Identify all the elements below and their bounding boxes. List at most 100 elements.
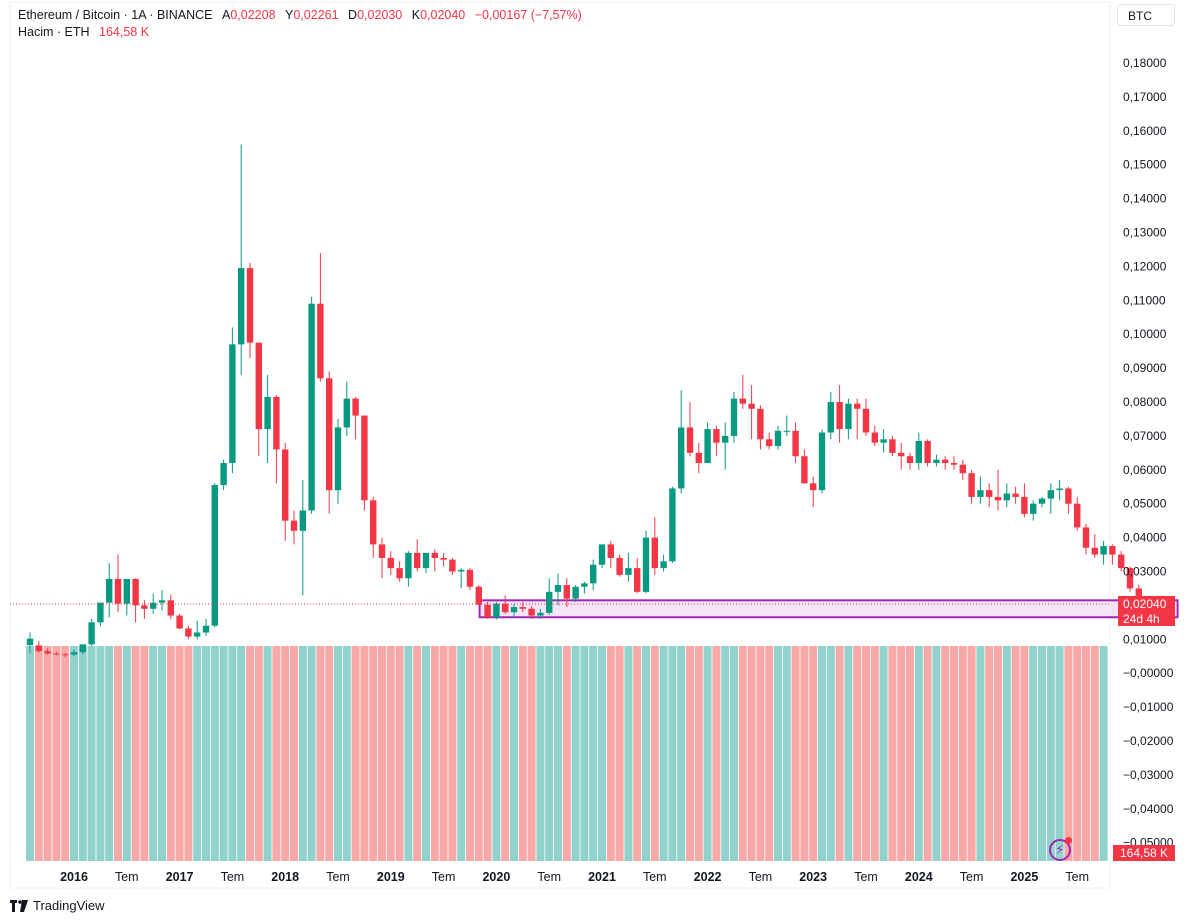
volume-bar <box>950 646 958 861</box>
volume-bar <box>659 646 668 861</box>
support-zone-rect[interactable] <box>478 599 1179 619</box>
volume-bar <box>1011 646 1020 861</box>
volume-bar <box>1046 646 1055 861</box>
support-zone[interactable] <box>478 599 1179 619</box>
volume-bar <box>967 646 976 861</box>
volume-bar <box>923 646 932 861</box>
candle <box>836 385 843 443</box>
time-axis-tick: 2021 <box>588 870 616 884</box>
candle <box>158 590 166 611</box>
candle-body <box>1047 490 1054 499</box>
candle-body <box>343 398 350 428</box>
volume-bar <box>730 646 738 861</box>
time-axis-tick: 2020 <box>482 870 510 884</box>
price-axis-tick: 0,15000 <box>1123 158 1167 172</box>
candle-body <box>906 456 914 464</box>
candle-body <box>845 403 852 430</box>
volume-bar <box>994 646 1002 861</box>
candle <box>282 442 289 541</box>
currency-button[interactable]: BTC <box>1117 4 1175 26</box>
candle-body <box>1091 547 1098 555</box>
volume-bar <box>70 646 78 861</box>
candle <box>141 600 148 619</box>
volume-bar <box>853 646 862 861</box>
volume-bar <box>254 646 263 861</box>
candle-body <box>898 452 905 457</box>
volume-bar <box>351 646 360 861</box>
price-axis-tick: 0,01000 <box>1123 632 1167 646</box>
candle-body <box>334 427 342 491</box>
candle <box>906 452 914 470</box>
price-axis-tick: 0,07000 <box>1123 429 1167 443</box>
volume-bar <box>34 646 43 861</box>
candle <box>616 554 623 577</box>
volume-bar <box>342 646 351 861</box>
volume-bar <box>879 646 888 861</box>
price-axis[interactable]: 0,18000 0,17000 0,16000 0,15000 0,14000 0,130… <box>1123 56 1174 850</box>
candle-body <box>405 552 412 579</box>
candle <box>537 608 544 619</box>
volume-bar <box>140 646 149 861</box>
candle-body <box>950 463 958 465</box>
volume-bar <box>642 646 650 861</box>
volume-bar <box>1073 646 1082 861</box>
volume-bar <box>870 646 879 861</box>
volume-bar <box>96 646 105 861</box>
time-axis-tick: 2019 <box>377 870 405 884</box>
candle <box>334 418 342 504</box>
candle <box>854 398 861 440</box>
candle <box>387 551 394 575</box>
candle <box>370 496 377 558</box>
candle <box>1021 483 1028 518</box>
candle-body <box>1109 546 1116 555</box>
candle-body <box>26 638 34 646</box>
volume-bar <box>52 646 61 861</box>
volume-bar <box>193 646 202 861</box>
time-axis[interactable]: 2016 Tem 2017 Tem 2018 Tem 2019 Tem 2020 Tem 2021 T… <box>60 870 1089 884</box>
candle-body <box>176 615 183 629</box>
candle <box>132 578 139 623</box>
volume-bar <box>78 646 87 861</box>
candle-body <box>202 625 210 633</box>
candle <box>1038 496 1046 508</box>
candle-body <box>607 544 614 558</box>
time-axis-tick: 2023 <box>799 870 827 884</box>
candle-body <box>792 430 799 457</box>
candle <box>642 530 650 594</box>
volume-bar <box>175 646 184 861</box>
volume-bar <box>316 646 325 861</box>
volume-label[interactable]: Hacim · ETH <box>18 25 90 39</box>
volume-bar <box>272 646 281 861</box>
open-value: 0,02208 <box>230 8 276 22</box>
candle <box>581 581 588 594</box>
candle <box>660 554 667 572</box>
candle <box>862 398 870 436</box>
symbol-title[interactable]: Ethereum / Bitcoin · 1A · BINANCE <box>18 8 213 22</box>
candle <box>352 396 359 440</box>
candle <box>774 425 782 450</box>
volume-bar <box>228 646 237 861</box>
candle <box>1082 524 1090 555</box>
volume-bar <box>448 646 457 861</box>
lightning-icon[interactable]: ⚡ <box>1049 839 1071 861</box>
candle <box>422 552 430 574</box>
volume-bar <box>360 646 369 861</box>
candle-body <box>431 552 438 558</box>
candle <box>458 568 465 589</box>
volume-bar <box>395 646 404 861</box>
volume-bar <box>791 646 800 861</box>
candle <box>959 459 966 480</box>
volume-bar <box>281 646 290 861</box>
volume-bar <box>712 646 721 861</box>
candle <box>185 625 192 640</box>
candle-body <box>1030 503 1037 514</box>
candle-body <box>915 440 922 464</box>
candle-body <box>317 303 324 379</box>
volume-bar <box>765 646 774 861</box>
time-axis-tick: 2024 <box>905 870 933 884</box>
volume-bar <box>694 646 703 861</box>
candle-body <box>440 557 447 560</box>
tradingview-brand[interactable]: TradingView <box>10 898 105 913</box>
volume-bar <box>149 646 158 861</box>
